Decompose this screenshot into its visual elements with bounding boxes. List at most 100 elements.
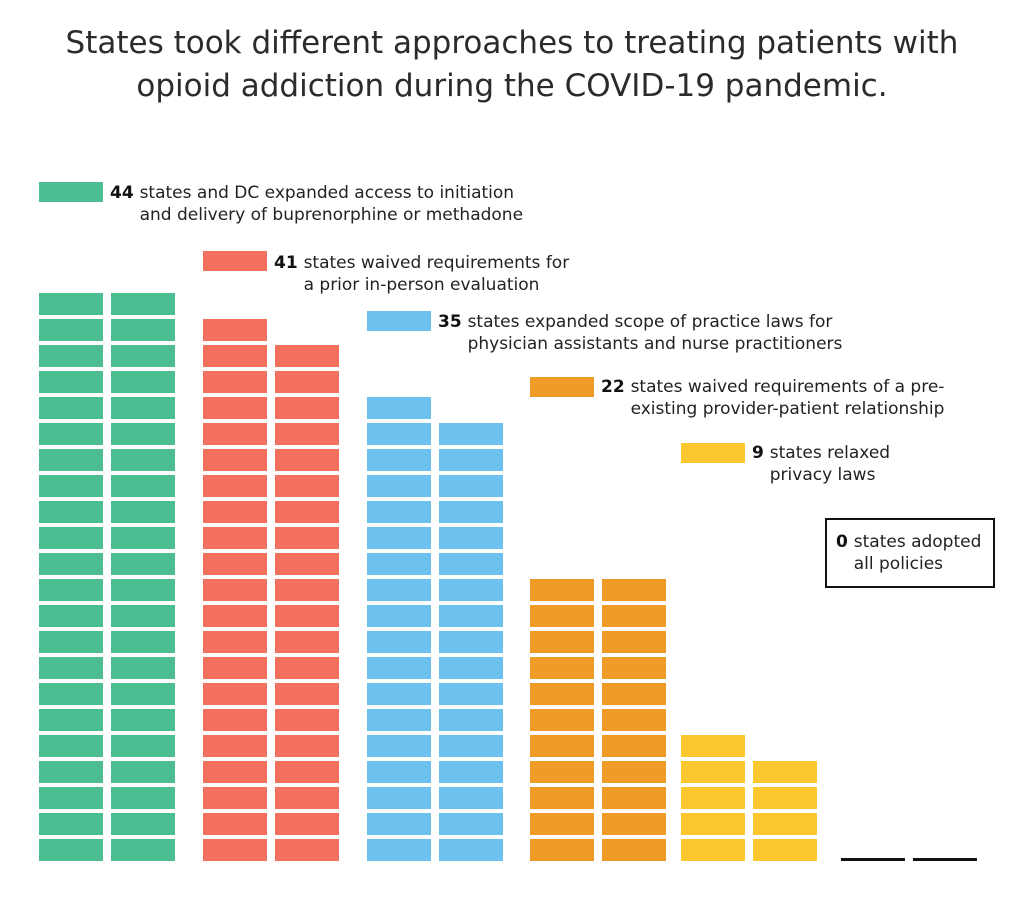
state-block — [39, 527, 103, 549]
state-block — [275, 709, 339, 731]
state-block — [439, 501, 503, 523]
state-block — [39, 735, 103, 757]
state-block — [681, 735, 745, 757]
state-block — [367, 839, 431, 861]
legend-label: 9 states relaxed — [752, 443, 890, 463]
state-block — [111, 501, 175, 523]
state-block — [203, 761, 267, 783]
state-block — [203, 709, 267, 731]
state-block — [530, 839, 594, 861]
state-block — [367, 657, 431, 679]
state-block — [275, 527, 339, 549]
series-group-3: 35 states expanded scope of practice law… — [367, 311, 843, 861]
state-block — [39, 423, 103, 445]
state-block — [39, 605, 103, 627]
state-block — [439, 423, 503, 445]
legend-count: 9 — [752, 443, 770, 463]
state-block — [602, 631, 666, 653]
state-block — [439, 839, 503, 861]
state-block — [203, 501, 267, 523]
state-block — [203, 839, 267, 861]
state-block — [111, 527, 175, 549]
state-block — [530, 787, 594, 809]
state-block — [602, 787, 666, 809]
state-block — [602, 839, 666, 861]
state-block — [681, 787, 745, 809]
state-block — [439, 553, 503, 575]
state-block — [439, 657, 503, 679]
state-block — [39, 553, 103, 575]
state-block — [367, 787, 431, 809]
legend-label-line-1: states expanded scope of practice laws f… — [468, 312, 833, 332]
state-block — [602, 735, 666, 757]
state-block — [530, 761, 594, 783]
state-block — [275, 683, 339, 705]
chart-title-line-2: opioid addiction during the COVID-19 pan… — [136, 68, 888, 104]
state-block — [602, 605, 666, 627]
state-block — [367, 553, 431, 575]
legend-label: 41 states waived requirements for — [274, 253, 569, 273]
state-block — [602, 761, 666, 783]
state-block — [111, 397, 175, 419]
state-block — [111, 371, 175, 393]
state-block — [367, 397, 431, 419]
state-block — [203, 475, 267, 497]
state-block — [203, 787, 267, 809]
state-block — [530, 631, 594, 653]
chart-title: States took different approaches to trea… — [0, 22, 1024, 108]
state-block — [203, 527, 267, 549]
legend-count: 35 — [438, 312, 468, 332]
state-block — [439, 579, 503, 601]
state-block — [203, 605, 267, 627]
legend-label-line-2: physician assistants and nurse practitio… — [468, 334, 843, 354]
state-block — [111, 683, 175, 705]
state-block — [111, 735, 175, 757]
state-block — [530, 813, 594, 835]
state-block — [39, 449, 103, 471]
state-block — [203, 553, 267, 575]
state-block — [530, 605, 594, 627]
state-block — [367, 709, 431, 731]
series-group-4: 22 states waived requirements of a pre-e… — [530, 377, 944, 861]
state-block — [203, 345, 267, 367]
baseline-bar — [841, 858, 905, 861]
state-block — [439, 449, 503, 471]
legend-label-line-2: privacy laws — [770, 465, 876, 485]
state-block — [111, 605, 175, 627]
state-block — [39, 397, 103, 419]
state-block — [111, 631, 175, 653]
state-block — [203, 449, 267, 471]
legend-swatch — [367, 311, 431, 331]
legend-count: 22 — [601, 377, 631, 397]
state-block — [367, 683, 431, 705]
state-block — [39, 709, 103, 731]
state-block — [39, 839, 103, 861]
legend-box — [825, 518, 995, 588]
state-block — [275, 813, 339, 835]
state-block — [753, 787, 817, 809]
state-block — [111, 319, 175, 341]
state-block — [275, 553, 339, 575]
legend-label: 0 states adopted — [836, 532, 981, 552]
state-block — [530, 683, 594, 705]
state-block — [439, 735, 503, 757]
state-block — [39, 657, 103, 679]
legend-count: 0 — [836, 532, 854, 552]
baseline-bar — [913, 858, 977, 861]
state-block — [681, 839, 745, 861]
state-block — [439, 683, 503, 705]
legend-count: 41 — [274, 253, 304, 273]
state-block — [275, 579, 339, 601]
legend-count: 44 — [110, 183, 140, 203]
state-block — [111, 423, 175, 445]
legend-label-line-1: states adopted — [854, 532, 982, 552]
state-block — [753, 813, 817, 835]
state-block — [203, 579, 267, 601]
legend-swatch — [681, 443, 745, 463]
state-block — [203, 319, 267, 341]
state-block — [753, 761, 817, 783]
state-block — [367, 605, 431, 627]
state-block — [111, 345, 175, 367]
